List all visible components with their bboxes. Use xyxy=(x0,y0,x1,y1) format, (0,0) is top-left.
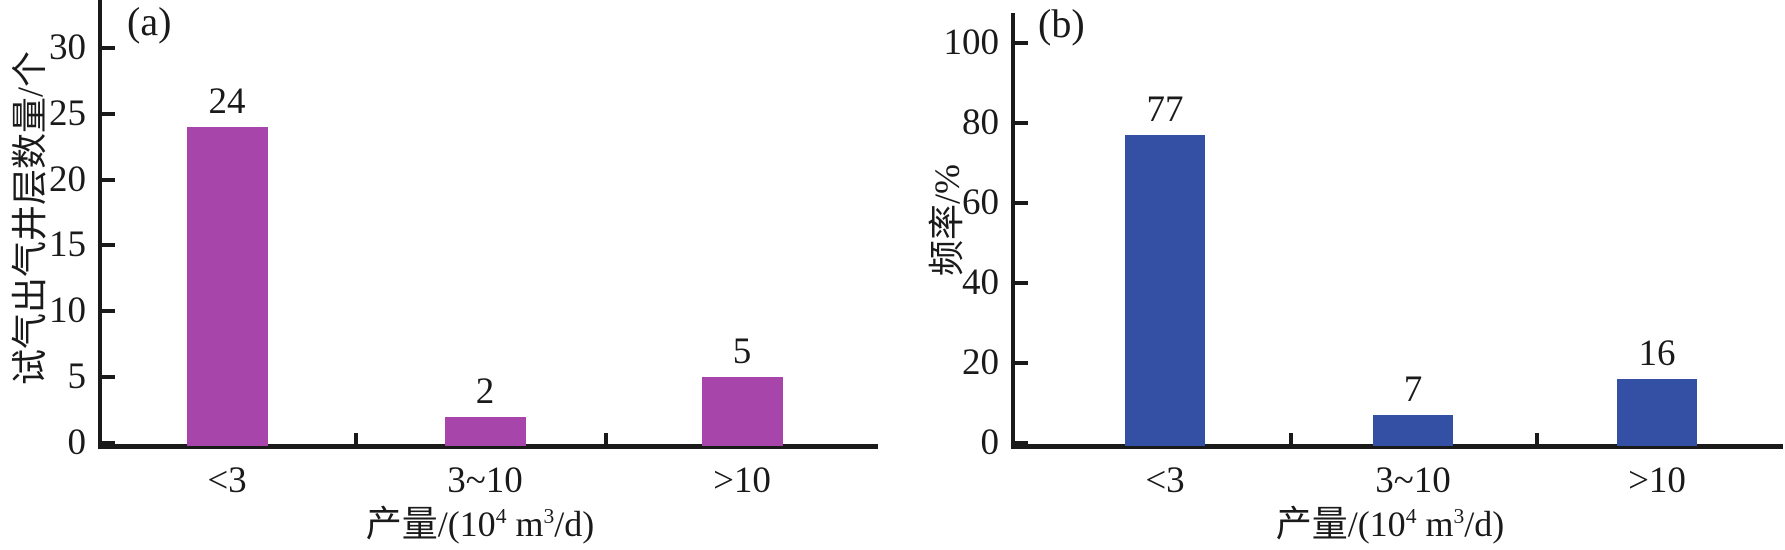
y-tick-label: 20 xyxy=(962,342,999,383)
x-axis-title-superscript: 4 xyxy=(1405,504,1417,528)
y-tick-label: 0 xyxy=(67,422,87,463)
bar xyxy=(444,416,526,446)
y-tick-label: 0 xyxy=(980,422,1000,463)
panel-b-x-axis-title: 产量/(104 m3/d) xyxy=(1140,503,1640,545)
y-tick-mark xyxy=(100,375,115,380)
x-category-label: 3~10 xyxy=(447,460,523,501)
x-axis-line xyxy=(1011,444,1783,449)
x-axis-title-text: 产量/(10 xyxy=(365,504,496,544)
bar xyxy=(1373,415,1453,446)
y-tick-mark xyxy=(1013,121,1028,125)
x-axis-title-superscript: 3 xyxy=(543,504,555,528)
y-tick-mark xyxy=(100,309,115,314)
y-tick-mark xyxy=(1013,441,1028,445)
bar-value-label: 24 xyxy=(208,80,246,122)
x-category-label: <3 xyxy=(1145,460,1185,501)
bar xyxy=(186,126,268,446)
y-tick-mark xyxy=(1013,281,1028,285)
bar xyxy=(1125,135,1205,446)
y-tick-label: 25 xyxy=(49,92,86,134)
y-tick-mark xyxy=(1013,41,1028,45)
y-tick-label: 40 xyxy=(962,262,999,303)
x-axis-title-superscript: 3 xyxy=(1453,504,1465,528)
x-tick-mark xyxy=(1535,433,1539,446)
x-axis-line xyxy=(98,444,878,449)
x-axis-title-text: m xyxy=(1416,504,1454,544)
y-tick-mark xyxy=(100,177,115,182)
y-tick-label: 60 xyxy=(962,182,999,223)
x-axis-title-text: m xyxy=(506,504,544,544)
x-axis-title-superscript: 4 xyxy=(495,504,507,528)
y-tick-label: 30 xyxy=(49,26,86,68)
x-tick-mark xyxy=(604,433,608,446)
panel-a-x-axis-title: 产量/(104 m3/d) xyxy=(230,503,730,545)
x-axis-title-text: /d) xyxy=(1464,504,1505,544)
panel-b-letter: (b) xyxy=(1038,1,1085,46)
y-tick-label: 10 xyxy=(49,290,86,332)
x-category-label: <3 xyxy=(207,460,247,501)
y-tick-label: 5 xyxy=(67,356,87,398)
bar-value-label: 16 xyxy=(1638,333,1676,374)
bar-value-label: 7 xyxy=(1403,369,1423,410)
x-tick-mark xyxy=(354,433,358,446)
y-tick-mark xyxy=(1013,201,1028,205)
y-tick-mark xyxy=(100,111,115,116)
x-category-label: >10 xyxy=(1628,460,1686,501)
x-axis-title-text: /d) xyxy=(554,504,595,544)
y-tick-mark xyxy=(100,441,115,445)
bar-value-label: 77 xyxy=(1146,89,1184,130)
x-category-label: 3~10 xyxy=(1375,460,1451,501)
y-tick-label: 80 xyxy=(962,102,999,143)
y-tick-mark xyxy=(1013,361,1028,365)
y-tick-mark xyxy=(100,45,115,50)
y-tick-label: 20 xyxy=(49,158,86,200)
bar xyxy=(701,377,783,446)
x-axis-title-text: 产量/(10 xyxy=(1275,504,1406,544)
y-tick-label: 100 xyxy=(943,22,1000,63)
y-axis-line xyxy=(1011,13,1015,449)
bar-value-label: 2 xyxy=(475,370,495,412)
bar-value-label: 5 xyxy=(732,331,752,373)
bar xyxy=(1617,379,1697,446)
y-axis-line xyxy=(98,0,102,449)
y-tick-mark xyxy=(100,243,115,248)
x-category-label: >10 xyxy=(713,460,771,501)
panel-a-letter: (a) xyxy=(127,0,172,44)
y-tick-label: 15 xyxy=(49,224,86,266)
x-tick-mark xyxy=(1289,433,1293,446)
